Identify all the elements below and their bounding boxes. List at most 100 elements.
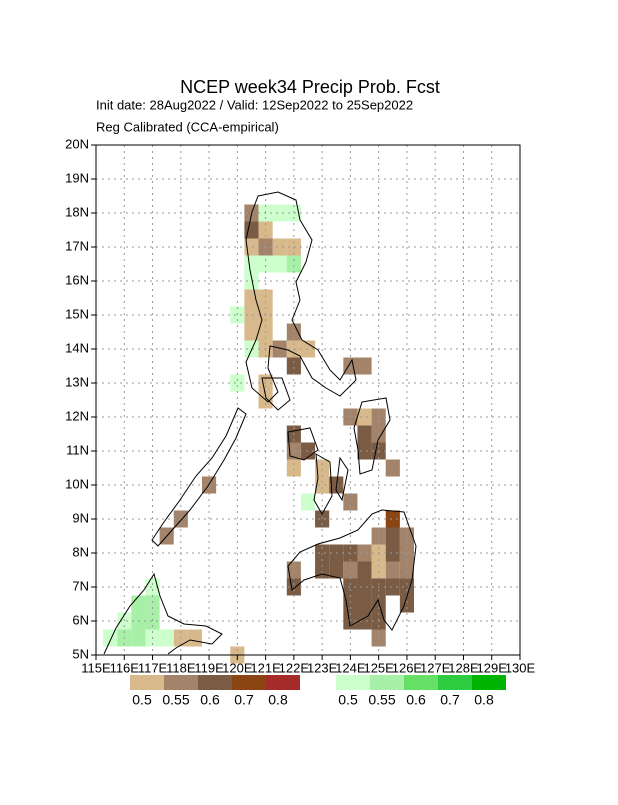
y-tick-label: 19N bbox=[65, 170, 89, 185]
legend-swatch bbox=[164, 675, 198, 690]
prob-cell bbox=[357, 442, 372, 460]
mindoro bbox=[261, 377, 291, 411]
y-tick-label: 9N bbox=[72, 510, 89, 525]
x-tick-label: 122E bbox=[279, 660, 310, 675]
prob-cell bbox=[286, 459, 301, 477]
x-tick-label: 123E bbox=[307, 660, 338, 675]
legend-label: 0.8 bbox=[268, 692, 288, 708]
prob-cell bbox=[399, 578, 414, 596]
cells bbox=[103, 204, 414, 664]
prob-cell bbox=[244, 221, 259, 239]
prob-cell bbox=[244, 306, 259, 324]
subtitle: Reg Calibrated (CCA-empirical) bbox=[96, 119, 279, 134]
legend-swatch bbox=[370, 675, 404, 690]
y-tick-label: 7N bbox=[72, 578, 89, 593]
legend-label: 0.5 bbox=[132, 692, 152, 708]
y-tick-label: 20N bbox=[65, 136, 89, 151]
prob-cell bbox=[399, 561, 414, 579]
prob-cell bbox=[357, 578, 372, 596]
prob-cell bbox=[357, 561, 372, 579]
legend-swatch bbox=[336, 675, 370, 690]
cebu bbox=[335, 456, 349, 502]
prob-cell bbox=[103, 629, 118, 647]
prob-cell bbox=[159, 629, 174, 647]
prob-cell bbox=[371, 561, 386, 579]
legend-swatch bbox=[404, 675, 438, 690]
samar-leyte bbox=[353, 397, 391, 475]
x-tick-label: 124E bbox=[335, 660, 366, 675]
x-tick-label: 119E bbox=[194, 660, 224, 675]
x-tick-label: 117E bbox=[138, 660, 168, 675]
legend-swatch bbox=[232, 675, 266, 690]
x-tick-label: 130E bbox=[505, 660, 536, 675]
prob-cell bbox=[385, 544, 400, 562]
legend-swatch bbox=[266, 675, 300, 690]
prob-cell bbox=[286, 357, 301, 375]
y-tick-label: 18N bbox=[65, 204, 89, 219]
prob-cell bbox=[343, 561, 358, 579]
negros bbox=[313, 453, 333, 516]
legend-label: 0.55 bbox=[368, 692, 395, 708]
prob-cell bbox=[357, 425, 372, 443]
plot-frame bbox=[95, 144, 521, 656]
legend-label: 0.7 bbox=[440, 692, 460, 708]
y-tick-label: 5N bbox=[72, 646, 89, 661]
prob-cell bbox=[244, 289, 259, 307]
y-tick-label: 16N bbox=[65, 272, 89, 287]
prob-cell bbox=[286, 255, 301, 273]
prob-cell bbox=[131, 595, 146, 613]
x-tick-label: 121E bbox=[250, 660, 281, 675]
y-tick-label: 17N bbox=[65, 238, 89, 253]
prob-cell bbox=[244, 272, 259, 290]
x-tick-label: 120E bbox=[222, 660, 253, 675]
prob-cell bbox=[272, 340, 287, 358]
prob-cell bbox=[357, 408, 372, 426]
prob-cell bbox=[357, 357, 372, 375]
y-tick-label: 13N bbox=[65, 374, 89, 389]
prob-cell bbox=[385, 578, 400, 596]
prob-cell bbox=[258, 289, 273, 307]
prob-cell bbox=[343, 357, 358, 375]
subtitle: Init date: 28Aug2022 / Valid: 12Sep2022 … bbox=[96, 97, 413, 112]
axes: 115E116E117E118E119E120E121E122E123E124E… bbox=[65, 136, 535, 675]
y-tick-label: 12N bbox=[65, 408, 89, 423]
prob-cell bbox=[315, 459, 330, 477]
prob-cell bbox=[343, 578, 358, 596]
prob-cell bbox=[244, 255, 259, 273]
prob-cell bbox=[343, 493, 358, 511]
x-tick-label: 129E bbox=[477, 660, 508, 675]
legend-swatch bbox=[438, 675, 472, 690]
prob-cell bbox=[258, 255, 273, 273]
prob-cell bbox=[272, 204, 287, 222]
prob-cell bbox=[230, 374, 245, 392]
x-tick-label: 118E bbox=[166, 660, 196, 675]
legend: 0.5 0.55 0.6 0.7 0.8 0.5 0.55 0.6 0.7 0.8 bbox=[130, 675, 506, 708]
y-tick-label: 8N bbox=[72, 544, 89, 559]
legend-label: 0.7 bbox=[234, 692, 254, 708]
prob-cell bbox=[300, 493, 316, 511]
prob-cell bbox=[131, 629, 146, 647]
prob-cell bbox=[329, 561, 344, 579]
grid bbox=[96, 145, 520, 655]
legend-swatch bbox=[198, 675, 232, 690]
prob-cell bbox=[315, 476, 330, 494]
legend-label: 0.6 bbox=[406, 692, 426, 708]
y-tick-label: 15N bbox=[65, 306, 89, 321]
y-tick-label: 6N bbox=[72, 612, 89, 627]
prob-cell bbox=[357, 595, 372, 613]
chart-title: NCEP week34 Precip Prob. Fcst bbox=[180, 77, 440, 97]
prob-cell bbox=[187, 629, 202, 647]
y-tick-label: 11N bbox=[66, 442, 89, 457]
x-tick-label: 116E bbox=[110, 660, 140, 675]
prob-cell bbox=[272, 255, 287, 273]
x-tick-label: 128E bbox=[448, 660, 479, 675]
prob-cell bbox=[244, 323, 259, 341]
borneo bbox=[103, 572, 223, 655]
x-tick-label: 126E bbox=[392, 660, 423, 675]
coastline bbox=[103, 191, 417, 655]
prob-cell bbox=[371, 595, 386, 613]
legend-label: 0.5 bbox=[338, 692, 358, 708]
prob-cell bbox=[385, 527, 400, 545]
prob-cell bbox=[385, 510, 400, 528]
